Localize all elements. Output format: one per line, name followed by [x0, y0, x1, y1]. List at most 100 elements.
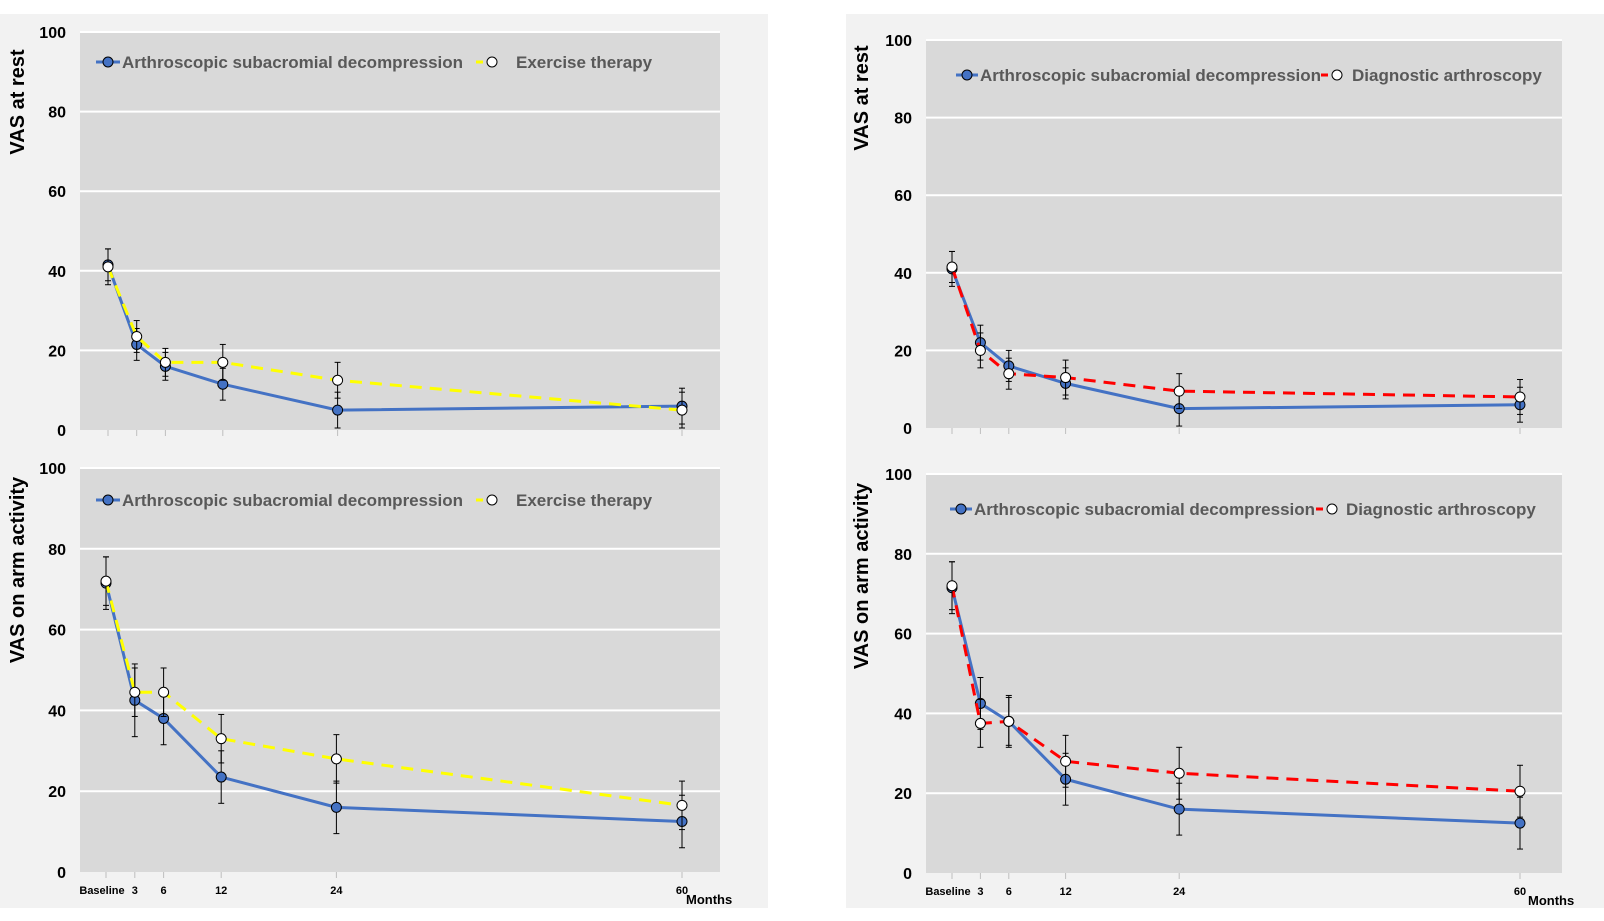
y-axis-title: VAS at rest	[7, 49, 29, 155]
series-line	[106, 264, 683, 412]
y-tick-label: 80	[894, 111, 912, 128]
legend-marker	[961, 69, 973, 81]
plot-area	[80, 32, 720, 430]
legend-label: Arthroscopic subacromial decompression	[122, 53, 463, 72]
legend: Arthroscopic subacromial decompression Ex…	[96, 53, 653, 72]
data-point	[332, 404, 344, 416]
y-axis-title: VAS on arm activity	[851, 482, 873, 669]
legend-marker	[955, 503, 967, 515]
plot-area	[926, 40, 1562, 428]
x-tick-label: 60	[676, 885, 688, 897]
data-point	[1060, 755, 1072, 767]
data-point	[159, 356, 171, 368]
data-point	[1514, 785, 1526, 797]
data-point	[1514, 391, 1526, 403]
series-line	[950, 268, 1521, 411]
x-axis-unit: Months	[1528, 893, 1574, 908]
series-1	[102, 248, 688, 429]
x-axis-unit: Months	[686, 892, 732, 907]
y-tick-label: 60	[48, 184, 66, 201]
data-point	[1173, 767, 1185, 779]
data-point	[974, 717, 986, 729]
legend-marker	[486, 494, 498, 506]
x-tick-label: 6	[1006, 886, 1012, 898]
y-axis-title: VAS on arm activity	[7, 476, 29, 663]
legend-label: Diagnostic arthroscopy	[1352, 66, 1542, 85]
x-tick-label: 60	[1514, 886, 1526, 898]
legend-label: Arthroscopic subacromial decompression	[980, 66, 1321, 85]
y-tick-label: 0	[903, 866, 912, 883]
plot-area	[80, 468, 720, 872]
data-point	[1003, 715, 1015, 727]
legend-label: Exercise therapy	[516, 491, 653, 510]
series-0	[946, 561, 1526, 850]
data-point	[1173, 385, 1185, 397]
y-axis-title: VAS at rest	[851, 45, 873, 151]
data-point	[129, 686, 141, 698]
series-line	[950, 587, 1521, 825]
data-point	[102, 261, 114, 273]
data-point	[1060, 372, 1072, 384]
legend: Arthroscopic subacromial decompression Ex…	[96, 491, 653, 510]
data-point	[330, 753, 342, 765]
y-tick-label: 80	[48, 105, 66, 122]
y-tick-label: 0	[57, 865, 66, 882]
legend: Arthroscopic subacromial decompression Di…	[956, 66, 1542, 85]
y-tick-label: 20	[48, 784, 66, 801]
data-point	[158, 686, 170, 698]
data-point	[332, 374, 344, 386]
x-tick-label: 3	[132, 885, 138, 897]
y-tick-label: 20	[894, 343, 912, 360]
series-line	[104, 582, 683, 823]
y-tick-label: 60	[48, 623, 66, 640]
x-tick-label: 24	[330, 885, 343, 897]
plot-area	[926, 474, 1562, 873]
data-point	[1003, 368, 1015, 380]
x-tick-label: Baseline	[79, 885, 124, 897]
data-point	[946, 261, 958, 273]
data-point	[1514, 817, 1526, 829]
y-tick-label: 20	[894, 786, 912, 803]
series-1	[946, 250, 1526, 415]
legend-marker	[486, 56, 498, 68]
chart-tr: 0 20 40 60 80 100 VAS at rest Arthroscopic suba…	[851, 33, 1562, 438]
y-tick-label: 100	[39, 25, 66, 42]
x-tick-label: 12	[1059, 886, 1071, 898]
y-tick-label: 40	[894, 706, 912, 723]
legend-label: Arthroscopic subacromial decompression	[122, 491, 463, 510]
series-line	[106, 266, 683, 412]
legend-label: Diagnostic arthroscopy	[1346, 500, 1536, 519]
x-tick-label: Baseline	[925, 886, 970, 898]
y-tick-label: 0	[57, 423, 66, 440]
legend-label: Exercise therapy	[516, 53, 653, 72]
y-tick-label: 40	[48, 703, 66, 720]
data-point	[131, 330, 143, 342]
y-tick-label: 40	[894, 266, 912, 283]
legend-marker	[1331, 69, 1343, 81]
data-point	[1173, 803, 1185, 815]
y-tick-label: 60	[894, 188, 912, 205]
series-1	[100, 556, 688, 831]
data-point	[974, 344, 986, 356]
x-tick-label: 24	[1173, 886, 1186, 898]
y-tick-label: 100	[39, 461, 66, 478]
legend-marker	[102, 494, 114, 506]
y-tick-label: 20	[48, 343, 66, 360]
y-tick-label: 100	[885, 33, 912, 50]
legend-marker	[1326, 503, 1338, 515]
chart-tl: 0 20 40 60 80 100 VAS at rest Arthroscopic suba…	[7, 25, 720, 440]
data-point	[215, 733, 227, 745]
legend-marker	[102, 56, 114, 68]
data-point	[215, 771, 227, 783]
legend: Arthroscopic subacromial decompression Di…	[950, 500, 1536, 519]
x-tick-label: 6	[161, 885, 167, 897]
x-tick-label: 3	[977, 886, 983, 898]
legend-label: Arthroscopic subacromial decompression	[974, 500, 1315, 519]
data-point	[946, 580, 958, 592]
chart-bl: 0 20 40 60 80 100 VAS on arm activity Baseline 3…	[7, 461, 732, 907]
data-point	[676, 404, 688, 416]
y-tick-label: 80	[894, 547, 912, 564]
y-tick-label: 0	[903, 421, 912, 438]
